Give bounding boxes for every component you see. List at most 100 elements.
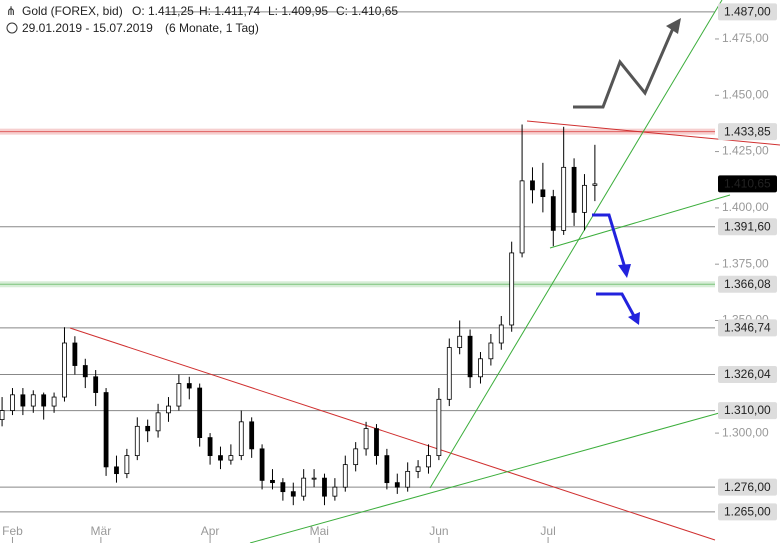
candle-body [582, 184, 587, 213]
level-label: 1.326,04 [724, 367, 771, 381]
candle-body [249, 421, 255, 450]
level-label: 1.346,74 [724, 320, 771, 334]
y-tick-label: 1.300,00 [722, 425, 769, 439]
candle-body [145, 425, 151, 432]
y-tick-label: 1.375,00 [722, 256, 769, 270]
y-tick-label: 1.400,00 [722, 200, 769, 214]
level-label: 1.366,08 [724, 277, 771, 291]
y-tick-label: 1.450,00 [722, 87, 769, 101]
level-label-box [718, 218, 777, 236]
candle-body [186, 383, 192, 389]
candle-body [259, 448, 265, 481]
x-tick-label: Feb [2, 524, 23, 538]
level-label-box [718, 365, 777, 383]
candle-body [415, 466, 421, 472]
x-tick-label: Mai [310, 524, 329, 538]
candle-body [467, 335, 473, 378]
candle-body [592, 183, 598, 186]
candle-body [342, 464, 348, 488]
candle-body [280, 482, 286, 493]
candle-body [41, 394, 47, 407]
y-tick-label: 1.425,00 [722, 144, 769, 158]
x-tick-label: Jul [540, 524, 555, 538]
candle-body [488, 342, 494, 360]
candle-body [571, 166, 577, 213]
candle-body [540, 189, 546, 198]
candle-body [197, 387, 203, 438]
clock-icon [6, 22, 18, 34]
chart-period: (6 Monate, 1 Tag) [165, 21, 259, 35]
candle-body [498, 324, 504, 344]
candle-body [176, 383, 182, 407]
candle-body [124, 455, 130, 475]
candle-body [166, 405, 171, 414]
level-label-box [718, 478, 777, 496]
candle-body [436, 398, 442, 457]
candle-body [394, 482, 400, 488]
candle-body [93, 376, 99, 393]
level-label-box [718, 175, 777, 193]
candle-body [363, 428, 369, 450]
candle-body [301, 477, 307, 497]
level-label: 1.433,85 [724, 124, 771, 138]
level-label-box [718, 503, 777, 521]
x-tick-label: Mär [91, 524, 112, 538]
level-label-box [718, 3, 777, 21]
level-label: 1.391,60 [724, 219, 771, 233]
arrows [573, 18, 681, 325]
candle-body [457, 335, 463, 348]
header: ⋔ Gold (FOREX, bid) O: 1.411,25 H: 1.411… [6, 4, 398, 35]
ohlc-low: L: 1.409,95 [268, 4, 328, 18]
level-label-box [718, 402, 777, 420]
chart-subtitle: 29.01.2019 - 15.07.2019 [22, 21, 153, 35]
x-tick-label: Apr [201, 524, 220, 538]
candle-body [509, 252, 515, 326]
candle-body [332, 486, 338, 497]
candle-body [51, 396, 57, 407]
level-label: 1.410,65 [724, 177, 771, 191]
candle-body [207, 437, 213, 457]
level-label: 1.265,00 [724, 505, 771, 519]
level-label: 1.310,00 [724, 403, 771, 417]
y-tick-label: 1.475,00 [722, 31, 769, 45]
chart-icon: ⋔ [6, 4, 16, 18]
candle-body [311, 477, 317, 480]
candle-body [72, 342, 78, 366]
x-tick-label: Jun [429, 524, 448, 538]
candle-body [30, 394, 36, 407]
candle-body [519, 180, 525, 254]
level-label-box [718, 275, 777, 293]
candle-body [62, 342, 67, 398]
candle-body [550, 196, 556, 231]
candle-body [10, 394, 15, 411]
candle-body [0, 410, 5, 420]
ohlc-close: C: 1.410,65 [336, 4, 398, 18]
candle-body [20, 394, 26, 407]
candle-body [218, 455, 223, 461]
candle-body [530, 180, 535, 191]
candle-body [103, 392, 109, 468]
candle-body [134, 425, 140, 457]
candle-body [405, 470, 411, 488]
candle-body [238, 421, 244, 457]
level-label: 1.487,00 [724, 5, 771, 19]
chart-title: Gold (FOREX, bid) [22, 4, 123, 18]
candle-body [374, 428, 379, 457]
candle-body [270, 479, 275, 484]
background-layer [0, 11, 719, 543]
candle-body [228, 455, 234, 461]
candle-body [155, 412, 161, 432]
candle-body [82, 365, 88, 378]
candle-body [114, 466, 119, 475]
candle-body [384, 455, 390, 484]
ohlc-open: O: 1.411,25 [132, 4, 194, 18]
candle-body [426, 455, 431, 468]
candle-body [446, 347, 452, 400]
ohlc-high: H: 1.411,74 [199, 4, 260, 18]
level-label-box [718, 319, 777, 337]
candle-body [322, 477, 327, 497]
level-label-box [718, 123, 777, 141]
candle-body [353, 448, 359, 466]
candle-body [290, 491, 296, 497]
